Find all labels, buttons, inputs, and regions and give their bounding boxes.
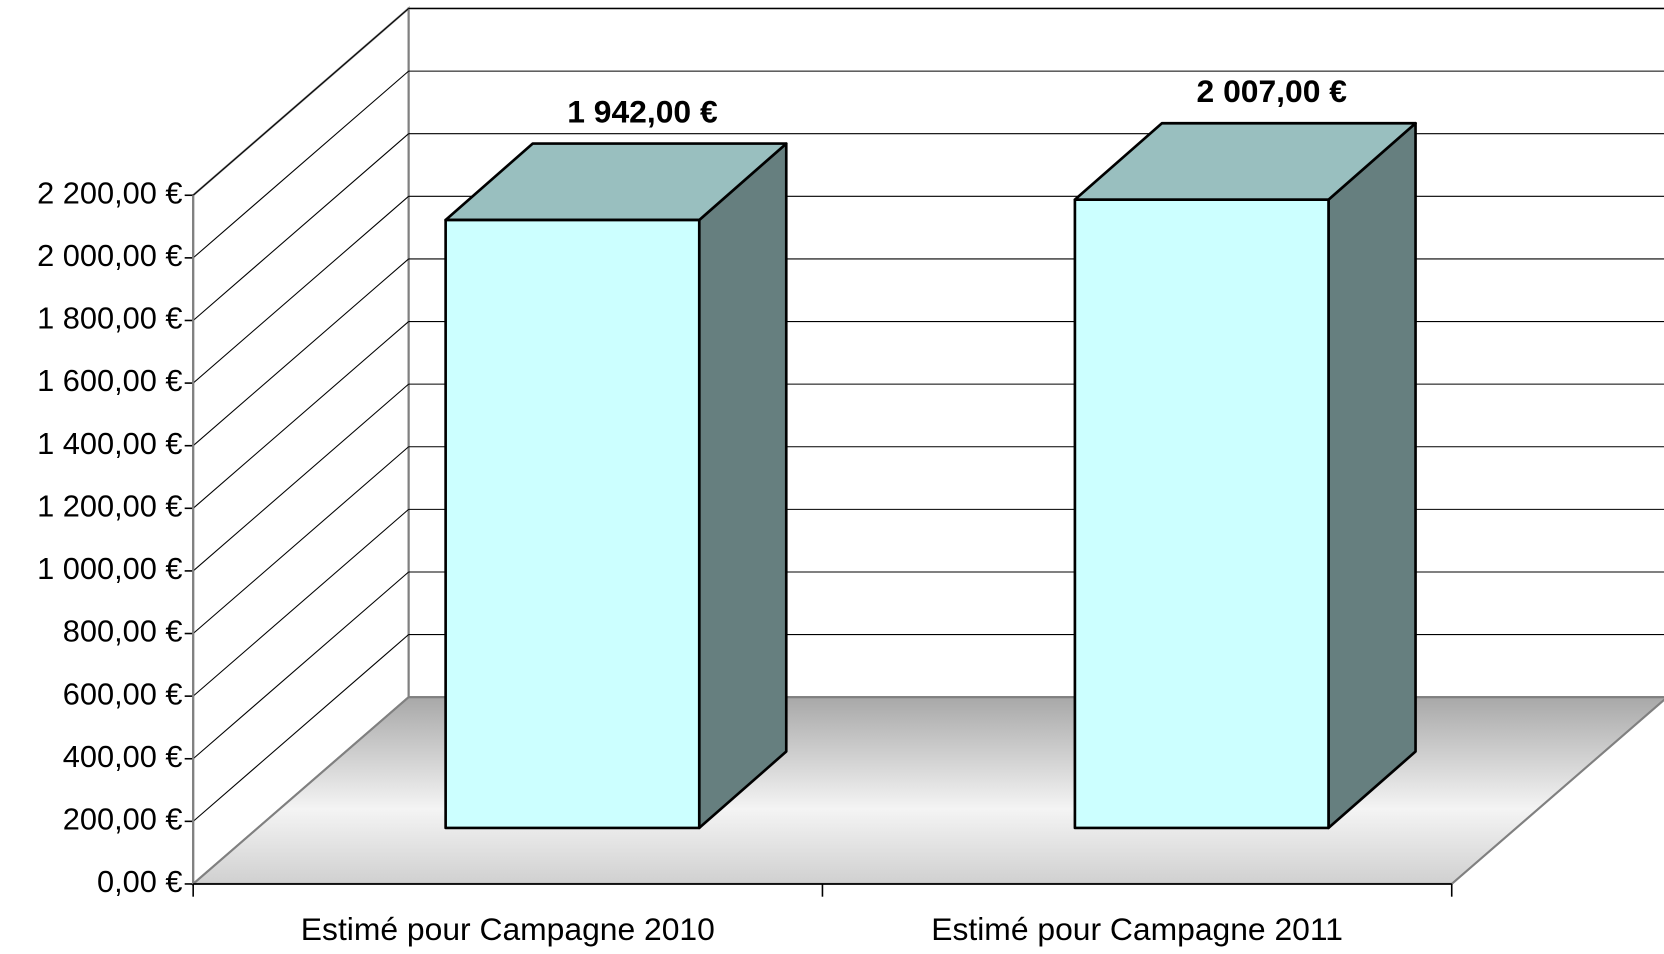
grid-line bbox=[192, 508, 409, 697]
y-tick-label: 1 200,00 € bbox=[37, 488, 182, 523]
value-label: 1 942,00 € bbox=[567, 93, 718, 129]
grid-line bbox=[192, 195, 409, 384]
grid-line bbox=[192, 133, 409, 321]
value-label: 2 007,00 € bbox=[1197, 73, 1348, 109]
x-tick-label: Estimé pour Campagne 2010 bbox=[301, 911, 715, 947]
bar-side bbox=[697, 142, 788, 830]
bar bbox=[444, 218, 701, 830]
grid-line bbox=[192, 321, 409, 509]
y-tick-label: 2 200,00 € bbox=[37, 175, 182, 210]
bar bbox=[1073, 198, 1330, 830]
y-tick-label: 1 800,00 € bbox=[37, 301, 182, 336]
y-tick-label: 0,00 € bbox=[97, 864, 183, 899]
y-tick-label: 1 000,00 € bbox=[37, 551, 182, 586]
y-tick-label: 200,00 € bbox=[63, 801, 183, 836]
grid-line bbox=[192, 634, 409, 822]
grid-line bbox=[192, 571, 409, 760]
grid-line bbox=[192, 383, 409, 572]
grid-line bbox=[192, 8, 409, 196]
y-tick-label: 1 600,00 € bbox=[37, 363, 182, 398]
x-tick-label: Estimé pour Campagne 2011 bbox=[931, 911, 1343, 947]
y-tick-label: 800,00 € bbox=[63, 614, 183, 649]
grid-line bbox=[192, 446, 409, 634]
floor bbox=[190, 696, 1664, 886]
grid-line bbox=[192, 70, 409, 259]
y-tick-label: 2 000,00 € bbox=[37, 238, 182, 273]
y-tick-label: 1 400,00 € bbox=[37, 426, 182, 461]
y-tick-label: 600,00 € bbox=[63, 676, 183, 711]
grid-line bbox=[192, 258, 409, 447]
bar-side bbox=[1327, 121, 1417, 830]
y-tick-label: 400,00 € bbox=[63, 739, 183, 774]
